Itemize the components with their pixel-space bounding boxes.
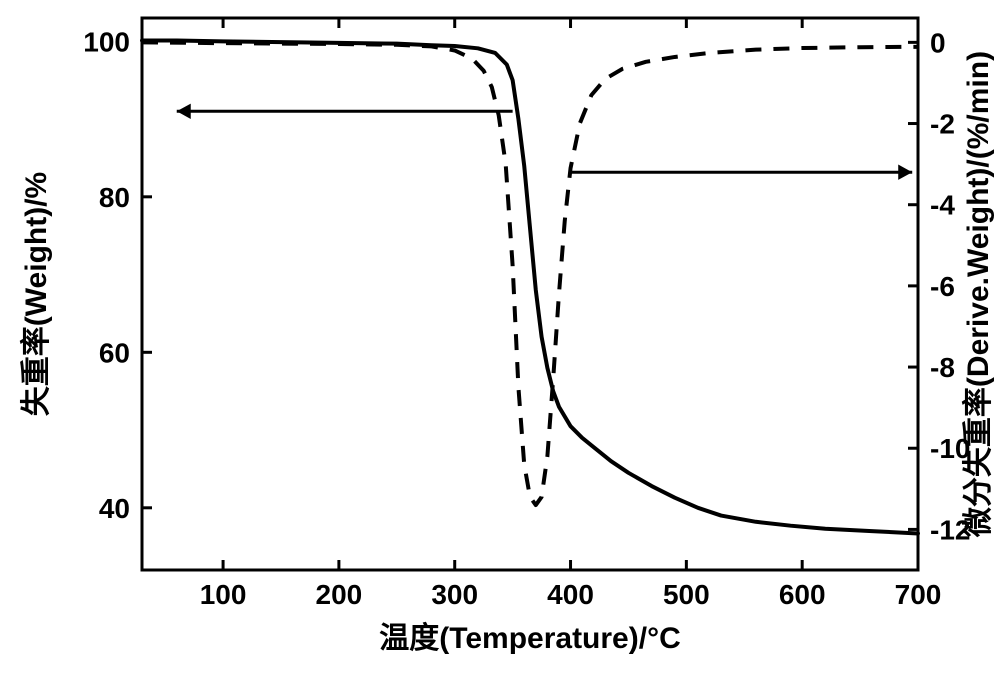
y-right-tick-label: 0 xyxy=(930,27,946,58)
y-left-axis-label: 失重率(Weight)/% xyxy=(20,172,53,416)
y-right-tick-label: -8 xyxy=(930,352,955,383)
y-left-tick-label: 80 xyxy=(99,182,130,213)
y-left-tick-label: 100 xyxy=(83,26,130,57)
x-tick-label: 300 xyxy=(431,579,478,610)
x-tick-label: 700 xyxy=(895,579,942,610)
arrow-left-indicator xyxy=(177,104,513,119)
y-left-tick-label: 60 xyxy=(99,337,130,368)
x-axis-label: 温度(Temperature)/°C xyxy=(379,622,680,655)
x-tick-label: 100 xyxy=(200,579,247,610)
x-tick-label: 600 xyxy=(779,579,826,610)
y-right-tick-label: -6 xyxy=(930,271,955,302)
y-right-tick-label: -2 xyxy=(930,109,955,140)
x-axis-ticks: 100 200 300 400 500 600 700 xyxy=(200,18,942,610)
chart-container: 100 200 300 400 500 600 700 40 60 80 100 0 -2 -4 -6 -… xyxy=(0,0,1000,678)
y-right-tick-label: -4 xyxy=(930,190,955,221)
y-left-tick-label: 40 xyxy=(99,493,130,524)
tga-chart: 100 200 300 400 500 600 700 40 60 80 100 0 -2 -4 -6 -… xyxy=(0,0,1000,678)
arrow-right-indicator xyxy=(571,165,913,180)
x-tick-label: 200 xyxy=(316,579,363,610)
y-right-axis-label: 微分失重率(Derive.Weight)/(%/min) xyxy=(962,51,995,538)
x-tick-label: 400 xyxy=(547,579,594,610)
x-tick-label: 500 xyxy=(663,579,710,610)
weight-curve xyxy=(142,41,918,534)
